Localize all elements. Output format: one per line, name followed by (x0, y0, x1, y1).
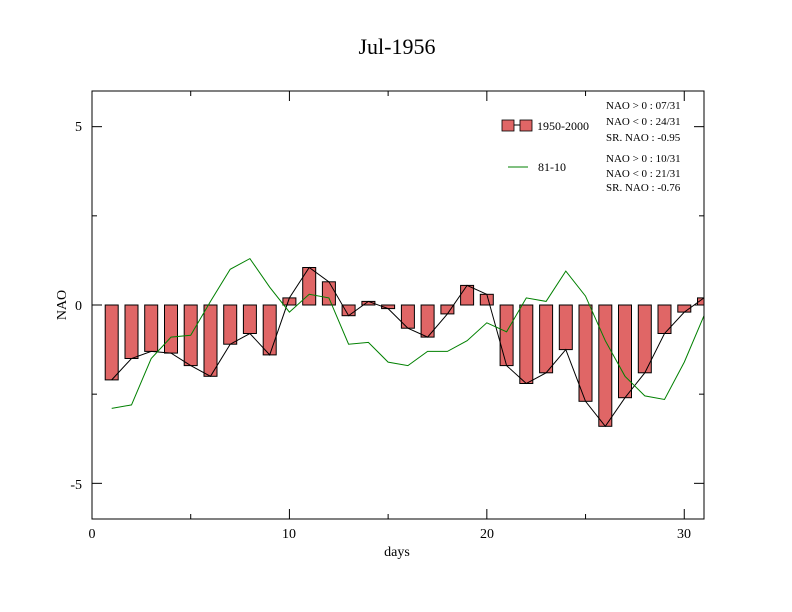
bar-day-6 (203, 304, 218, 377)
stat-1950-nao-neg: NAO < 0 : 24/31 (606, 116, 681, 128)
bar-day-7 (223, 304, 238, 345)
bar-day-3 (144, 304, 159, 352)
stat-8110-nao-neg: NAO < 0 : 21/31 (606, 168, 681, 180)
bar-day-23 (539, 304, 554, 374)
bars-layer (104, 267, 705, 427)
bar-day-1 (104, 304, 119, 381)
ticks-layer (91, 91, 704, 519)
x-tick-label-30: 30 (677, 527, 691, 542)
bar-day-22 (519, 304, 534, 384)
y-tick-label-5: 5 (75, 120, 82, 135)
x-tick-label-10: 10 (282, 527, 296, 542)
bar-day-18 (440, 304, 455, 315)
x-axis-label: days (384, 545, 410, 560)
bar-day-4 (164, 304, 178, 354)
series-line-1950-2000 (111, 266, 705, 428)
legend-swatch-bar-left (501, 119, 515, 132)
legend-label-1950-2000: 1950-2000 (537, 119, 589, 133)
bar-day-2 (124, 304, 139, 359)
bar-day-27 (618, 304, 632, 399)
y-axis-label: NAO (55, 290, 70, 320)
bar-day-12 (321, 281, 336, 306)
bar-day-21 (499, 304, 514, 367)
bar-day-9 (262, 304, 277, 356)
bar-day-26 (598, 304, 613, 427)
bar-day-19 (460, 284, 475, 306)
y-tick-label-minus5: -5 (70, 478, 82, 493)
series-line-81-10 (111, 257, 705, 409)
stat-1950-sr-nao: SR. NAO : -0.95 (606, 132, 681, 144)
bar-day-25 (578, 304, 593, 402)
x-tick-label-0: 0 (89, 527, 96, 542)
legend-swatch-bar-right (519, 119, 533, 132)
x-tick-label-20: 20 (480, 527, 494, 542)
legend: 1950-2000 81-10 NAO > 0 : 07/31 NAO < 0 … (501, 100, 681, 194)
bar-day-24 (558, 304, 573, 351)
stat-8110-sr-nao: SR. NAO : -0.76 (606, 182, 681, 194)
lines-layer (111, 257, 705, 428)
bar-day-13 (341, 304, 356, 317)
y-tick-label-0: 0 (75, 299, 82, 314)
chart-title: Jul-1956 (359, 34, 436, 59)
stat-8110-nao-pos: NAO > 0 : 10/31 (606, 153, 681, 165)
legend-label-81-10: 81-10 (538, 160, 566, 174)
stat-1950-nao-pos: NAO > 0 : 07/31 (606, 100, 681, 112)
bar-day-8 (242, 304, 257, 334)
bar-day-16 (400, 304, 415, 329)
bar-day-11 (302, 267, 317, 306)
